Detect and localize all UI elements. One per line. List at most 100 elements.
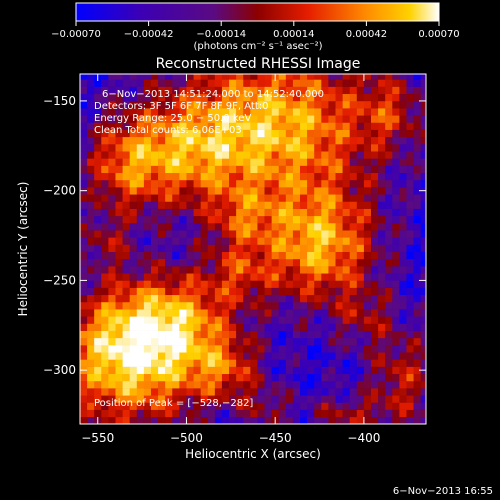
heatmap-cell <box>214 187 223 195</box>
heatmap-cell <box>300 136 308 145</box>
heatmap-cell <box>108 273 116 281</box>
heatmap-cell <box>321 172 329 181</box>
heatmap-cell <box>236 294 244 303</box>
heatmap-cell <box>80 179 88 188</box>
annotation-time-range: 6−Nov−2013 14:51:24.000 to 14:52:40.000 <box>102 89 324 100</box>
heatmap-cell <box>243 93 251 102</box>
heatmap-cell <box>129 316 138 324</box>
heatmap-cell <box>413 194 421 202</box>
heatmap-cell <box>115 402 123 410</box>
heatmap-cell <box>420 345 426 353</box>
heatmap-cell <box>143 416 152 424</box>
heatmap-cell <box>278 93 287 102</box>
heatmap-cell <box>186 251 194 260</box>
heatmap-cell <box>392 409 400 418</box>
heatmap-cell <box>122 230 130 238</box>
heatmap-cell <box>87 100 95 109</box>
heatmap-cell <box>321 330 329 339</box>
heatmap-cell <box>193 402 201 410</box>
heatmap-cell <box>179 122 187 130</box>
heatmap-cell <box>370 237 379 245</box>
heatmap-cell <box>292 330 301 339</box>
heatmap-cell <box>399 208 407 217</box>
heatmap-cell <box>307 194 315 202</box>
heatmap-cell <box>406 172 414 181</box>
heatmap-cell <box>342 136 351 145</box>
heatmap-cell <box>335 230 343 238</box>
heatmap-cell <box>314 330 322 339</box>
heatmap-cell <box>172 122 180 130</box>
heatmap-cell <box>221 230 230 238</box>
heatmap-cell <box>399 187 407 195</box>
heatmap-cell <box>172 208 180 217</box>
heatmap-cell <box>221 74 230 80</box>
heatmap-cell <box>314 86 322 95</box>
heatmap-cell <box>363 287 372 296</box>
heatmap-cell <box>165 388 173 396</box>
heatmap-cell <box>94 122 102 130</box>
heatmap-cell <box>300 309 308 317</box>
heatmap-cell <box>236 273 244 281</box>
heatmap-cell <box>370 144 379 152</box>
heatmap-cell <box>257 215 265 224</box>
heatmap-cell <box>129 273 138 281</box>
heatmap-cell <box>285 165 294 174</box>
heatmap-cell <box>349 294 358 303</box>
heatmap-cell <box>392 230 400 238</box>
heatmap-cell <box>229 366 237 375</box>
heatmap-cell <box>229 402 237 410</box>
heatmap-cell <box>165 129 173 138</box>
heatmap-cell <box>264 380 272 389</box>
heatmap-cell <box>129 337 138 346</box>
heatmap-cell <box>399 237 407 245</box>
heatmap-cell <box>80 388 88 396</box>
heatmap-cell <box>264 388 272 396</box>
heatmap-cell <box>349 337 358 346</box>
heatmap-cell <box>335 208 343 217</box>
heatmap-cell <box>406 93 414 102</box>
heatmap-cell <box>342 323 351 331</box>
heatmap-cell <box>392 244 400 252</box>
heatmap-cell <box>108 237 116 245</box>
heatmap-cell <box>378 136 386 145</box>
heatmap-cell <box>150 395 159 403</box>
heatmap-cell <box>363 208 372 217</box>
heatmap-cell <box>356 122 365 130</box>
heatmap-cell <box>221 251 230 260</box>
heatmap-cell <box>172 179 180 188</box>
heatmap-cell <box>101 237 109 245</box>
heatmap-cell <box>94 402 102 410</box>
heatmap-cell <box>158 208 166 217</box>
heatmap-cell <box>221 380 230 389</box>
heatmap-cell <box>413 158 421 166</box>
heatmap-cell <box>179 380 187 389</box>
heatmap-cell <box>335 330 343 339</box>
heatmap-cell <box>165 115 173 123</box>
heatmap-cell <box>165 100 173 109</box>
heatmap-cell <box>328 337 336 346</box>
heatmap-cell <box>94 201 102 209</box>
heatmap-cell <box>399 165 407 174</box>
heatmap-cell <box>101 416 109 424</box>
heatmap-cell <box>129 230 138 238</box>
heatmap-cell <box>101 144 109 152</box>
heatmap-cell <box>307 402 315 410</box>
heatmap-cell <box>172 136 180 145</box>
heatmap-cell <box>165 316 173 324</box>
heatmap-cell <box>264 301 272 310</box>
heatmap-cell <box>172 165 180 174</box>
heatmap-cell <box>278 244 287 252</box>
heatmap-cell <box>80 402 88 410</box>
heatmap-cell <box>236 301 244 310</box>
heatmap-cell <box>87 165 95 174</box>
heatmap-cell <box>356 179 365 188</box>
heatmap-cell <box>221 108 230 116</box>
heatmap-cell <box>80 345 88 353</box>
heatmap-cell <box>186 380 194 389</box>
heatmap-cell <box>264 100 272 109</box>
heatmap-cell <box>356 93 365 102</box>
heatmap-cell <box>193 129 201 138</box>
heatmap-cell <box>115 100 123 109</box>
heatmap-cell <box>200 165 209 174</box>
heatmap-cell <box>264 366 272 375</box>
